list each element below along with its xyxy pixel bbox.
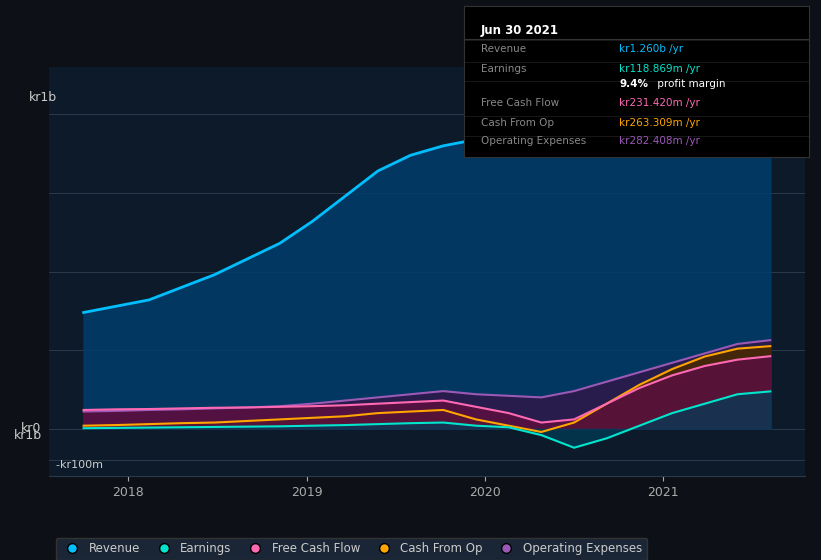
Text: kr118.869m /yr: kr118.869m /yr: [619, 64, 700, 73]
Text: kr282.408m /yr: kr282.408m /yr: [619, 136, 700, 146]
Text: Cash From Op: Cash From Op: [481, 118, 554, 128]
Text: 9.4%: 9.4%: [619, 79, 648, 88]
Text: -kr100m: -kr100m: [49, 460, 103, 470]
Text: profit margin: profit margin: [654, 79, 725, 88]
Legend: Revenue, Earnings, Free Cash Flow, Cash From Op, Operating Expenses: Revenue, Earnings, Free Cash Flow, Cash …: [56, 538, 647, 560]
Text: Revenue: Revenue: [481, 44, 526, 54]
Text: Operating Expenses: Operating Expenses: [481, 136, 586, 146]
Text: kr1b: kr1b: [29, 91, 57, 104]
Text: Earnings: Earnings: [481, 64, 526, 73]
Text: kr231.420m /yr: kr231.420m /yr: [619, 99, 700, 109]
Text: Free Cash Flow: Free Cash Flow: [481, 99, 559, 109]
Text: Jun 30 2021: Jun 30 2021: [481, 24, 559, 37]
Text: kr0: kr0: [21, 422, 42, 435]
Text: kr263.309m /yr: kr263.309m /yr: [619, 118, 700, 128]
Text: kr1.260b /yr: kr1.260b /yr: [619, 44, 683, 54]
Text: kr1b: kr1b: [14, 428, 42, 441]
